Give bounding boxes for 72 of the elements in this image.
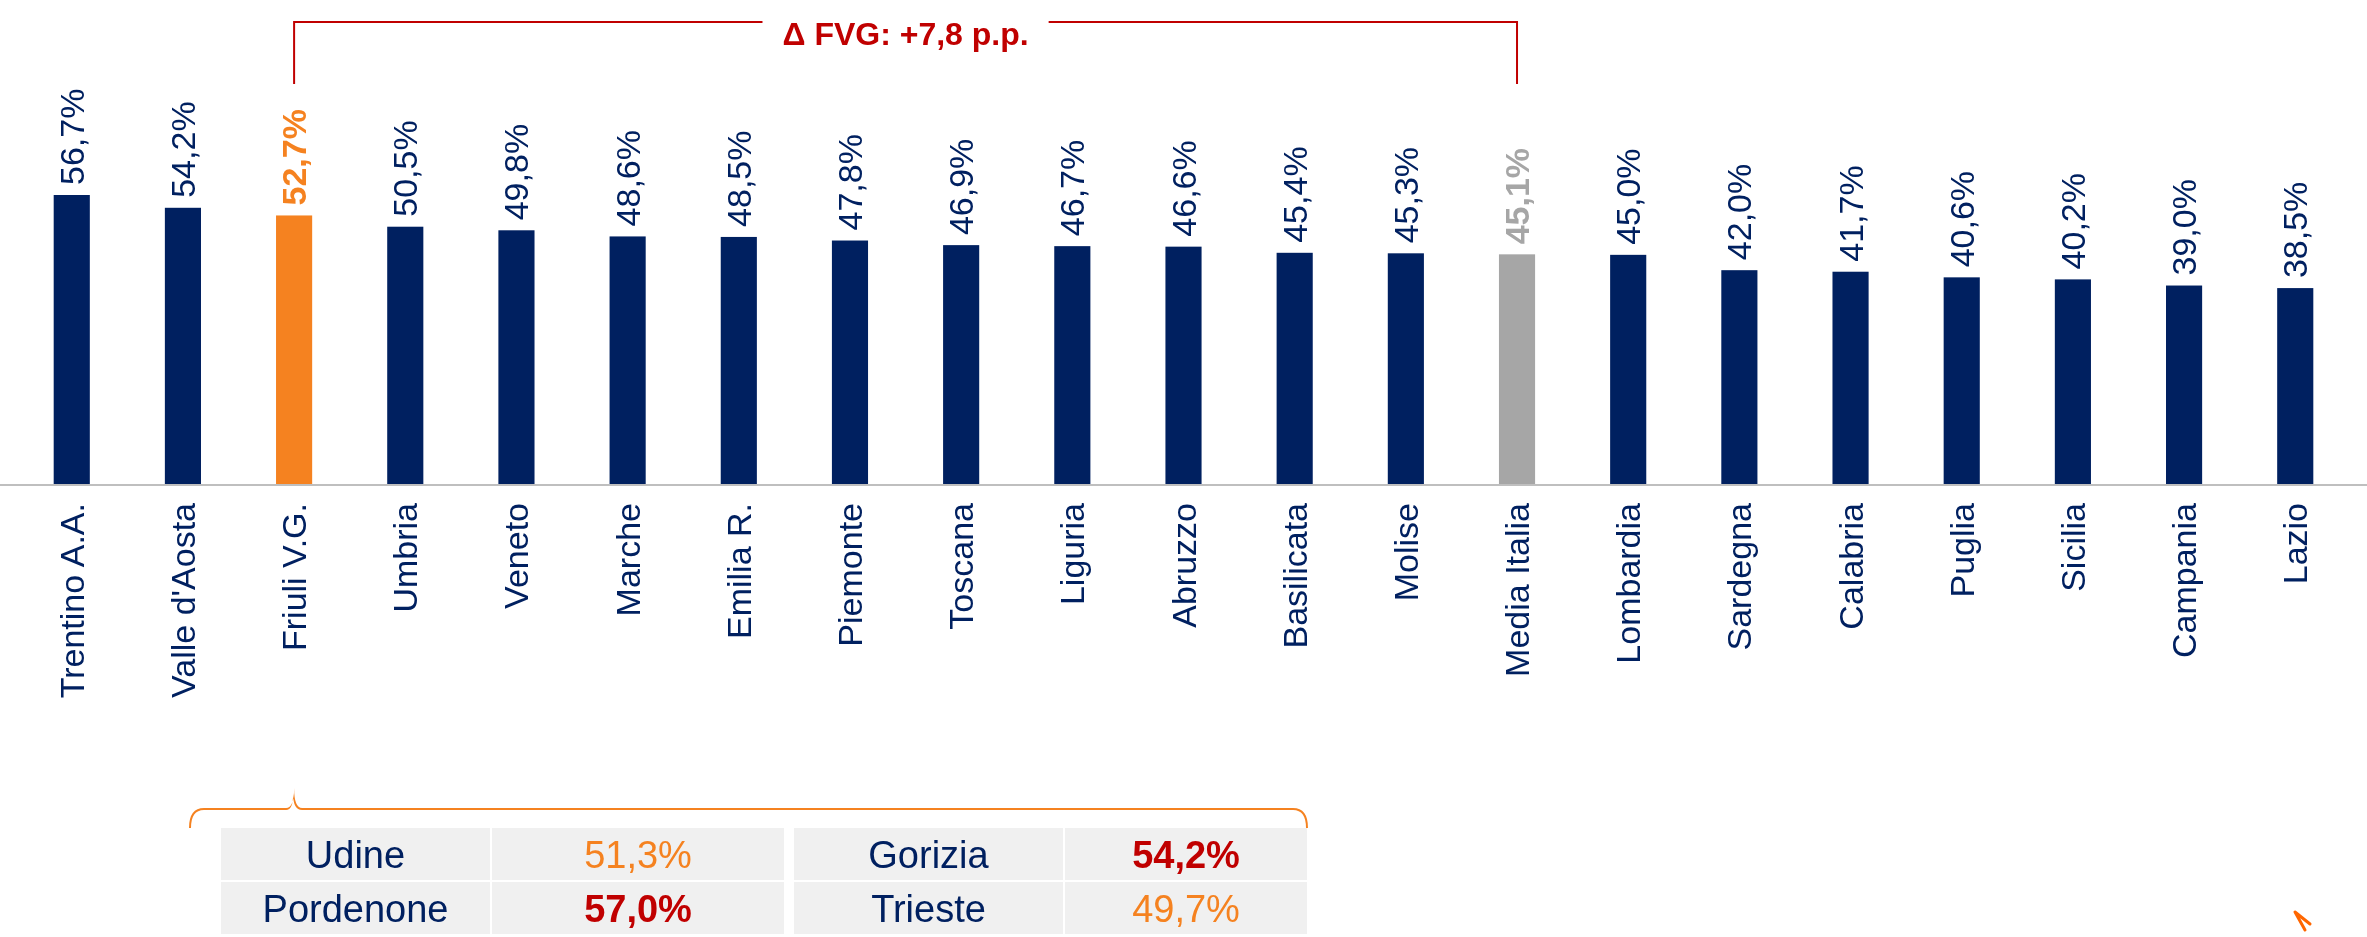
bar <box>498 230 535 485</box>
data-label: 54,2% <box>163 101 202 198</box>
text: Δ FVG: +7,8 p.p. <box>782 16 1029 52</box>
data-label: 48,5% <box>719 130 758 227</box>
x-tick-label: Media Italia <box>1498 502 1537 677</box>
x-tick-label: Lombardia <box>1609 502 1648 664</box>
data-label: 50,5% <box>386 120 425 217</box>
data-label: 41,7% <box>1831 165 1870 262</box>
bar <box>53 195 90 485</box>
bar <box>2054 279 2091 485</box>
data-label: 47,8% <box>830 134 869 231</box>
data-label: 40,6% <box>1942 170 1981 268</box>
x-tick-label: Sardegna <box>1720 502 1759 651</box>
x-tick-label: Veneto <box>497 503 536 609</box>
bar <box>1832 271 1869 485</box>
x-tick-label: Marche <box>608 503 647 617</box>
x-tick-label: Emilia R. <box>719 503 758 640</box>
data-label: 56,7% <box>52 88 91 185</box>
data-label: 45,3% <box>1386 146 1425 244</box>
x-tick-label: Lazio <box>2276 503 2315 585</box>
text: 49,7% <box>1132 888 1240 930</box>
bar <box>1387 253 1424 485</box>
data-label: 45,1% <box>1498 147 1537 245</box>
bar <box>1498 254 1536 485</box>
x-tick-label: Toscana <box>942 502 981 630</box>
data-label: 40,2% <box>2053 172 2092 270</box>
x-tick-label: Molise <box>1386 503 1425 602</box>
x-tick-label: Liguria <box>1053 502 1092 606</box>
text: Gorizia <box>868 834 990 876</box>
bar <box>831 240 869 485</box>
text: Udine <box>305 834 406 876</box>
x-tick-label: Puglia <box>1942 502 1981 598</box>
bar <box>387 226 424 485</box>
x-tick-label: Basilicata <box>1275 502 1314 649</box>
bar <box>720 236 757 485</box>
x-tick-label: Umbria <box>386 502 425 613</box>
x-tick-label: Calabria <box>1831 502 1870 630</box>
x-tick-label: Campania <box>2165 502 2204 658</box>
data-label: 52,7% <box>275 109 314 206</box>
bar <box>1721 270 1758 485</box>
text: 51,3% <box>584 834 692 876</box>
bar <box>2277 288 2314 485</box>
x-tick-label: Abruzzo <box>1164 503 1203 628</box>
bar <box>1165 246 1202 485</box>
data-label: 38,5% <box>2276 181 2315 279</box>
bar <box>1943 277 1980 485</box>
bar <box>276 215 313 485</box>
text: 54,2% <box>1132 834 1240 876</box>
bar <box>1054 246 1091 485</box>
bar <box>164 207 201 485</box>
bar <box>943 245 980 485</box>
data-label: 39,0% <box>2165 179 2204 276</box>
data-label: 45,0% <box>1609 148 1648 245</box>
text: 57,0% <box>584 888 692 930</box>
bar <box>2166 285 2203 485</box>
data-label: 46,9% <box>942 138 981 236</box>
data-label: 46,7% <box>1053 139 1092 237</box>
x-tick-label: Sicilia <box>2053 502 2092 592</box>
x-tick-label: Friuli V.G. <box>275 503 314 652</box>
bar <box>609 236 646 485</box>
text: Pordenone <box>262 888 449 930</box>
bar <box>1610 254 1647 485</box>
data-label: 49,8% <box>497 123 536 221</box>
data-label: 45,4% <box>1275 146 1314 243</box>
data-label: 42,0% <box>1720 163 1759 261</box>
x-tick-label: Trentino A.A. <box>52 503 91 699</box>
x-tick-label: Piemonte <box>830 503 869 647</box>
data-label: 46,6% <box>1164 140 1203 237</box>
data-label: 48,6% <box>608 130 647 227</box>
text: Trieste <box>871 888 986 930</box>
bar <box>1276 252 1313 485</box>
x-tick-label: Valle d'Aosta <box>163 502 202 698</box>
